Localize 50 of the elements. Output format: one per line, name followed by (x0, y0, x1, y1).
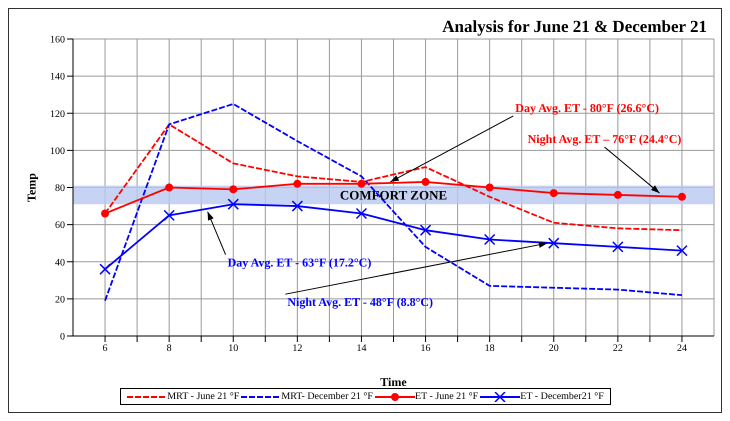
point (550, 189, 558, 198)
y-tick-label: 60 (55, 220, 65, 232)
point (676, 244, 688, 256)
point (165, 184, 174, 192)
x-tick-label: 22 (612, 343, 623, 354)
point (422, 178, 430, 186)
point (486, 184, 494, 192)
x-tick-label: 12 (292, 343, 302, 354)
point (229, 185, 238, 194)
x-axis-title: Time (380, 375, 408, 389)
annotation: Night Avg. ET - 48°F (8.8°C) (287, 295, 434, 310)
x-tick-label: 18 (484, 343, 495, 354)
annotation: Day Avg. ET - 63°F (17.2°C) (228, 256, 372, 270)
chart-title: Analysis for June 21 & December 21 (442, 17, 707, 37)
legend-label: ET - June 21 °F (414, 391, 478, 402)
point (614, 190, 622, 199)
point (293, 180, 302, 188)
y-tick-label: 100 (50, 146, 65, 157)
point (612, 241, 624, 253)
point (548, 237, 560, 249)
annotation: Night Avg. ET – 76°F (24.4°C) (528, 132, 682, 146)
y-tick-label: 20 (55, 294, 65, 306)
point (678, 192, 686, 201)
x-tick-label: 8 (166, 343, 172, 354)
y-axis-title: Temp (24, 172, 38, 202)
x-tick-label: 6 (102, 343, 108, 354)
y-tick-label: 80 (55, 183, 65, 194)
y-tick-label: 160 (50, 34, 65, 46)
legend-label: MRT - June 21 °F (167, 391, 240, 402)
x-tick-label: 14 (356, 343, 366, 354)
y-tick-label: 120 (50, 108, 65, 120)
point (101, 209, 110, 218)
x-tick-label: 24 (676, 343, 687, 354)
y-tick-label: 0 (60, 332, 65, 343)
legend-label: ET - December21 °F (520, 391, 604, 402)
x-tick-label: 16 (420, 343, 431, 354)
point (292, 200, 304, 212)
point (99, 263, 111, 275)
point (356, 208, 368, 220)
point (357, 180, 366, 188)
x-tick-label: 20 (548, 343, 559, 354)
point (228, 198, 239, 210)
y-tick-label: 40 (55, 257, 65, 268)
y-tick-label: 140 (50, 72, 65, 83)
point (163, 210, 175, 222)
x-tick-label: 10 (228, 343, 238, 354)
legend-label: MRT- December 21 °F (281, 391, 373, 402)
point (420, 224, 432, 236)
annotation: Day Avg. ET - 80°F (26.6°C) (515, 100, 660, 115)
point (484, 234, 496, 246)
